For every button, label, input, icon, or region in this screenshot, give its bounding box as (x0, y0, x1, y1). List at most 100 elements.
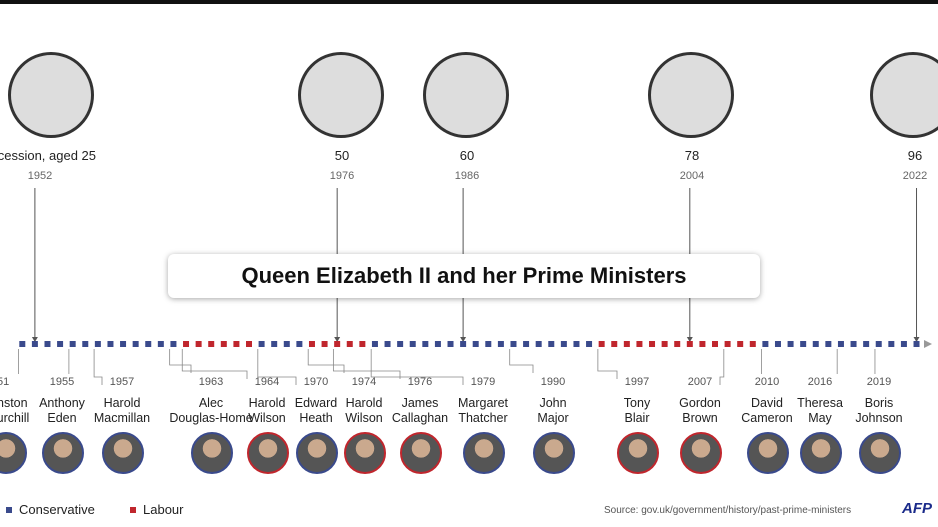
timeline-year-square (157, 341, 164, 347)
pm-name: Boris Johnson (834, 396, 924, 426)
pm-portrait (296, 432, 338, 474)
pm-start-year: 1964 (254, 376, 280, 388)
timeline-year-square (208, 341, 215, 347)
pm-portrait (247, 432, 289, 474)
timeline-year-square (19, 341, 26, 347)
queen-milestone-label: 60 (459, 148, 475, 163)
timeline-year-square (447, 341, 454, 347)
timeline-year-square (712, 341, 719, 347)
timeline-year-square (573, 341, 580, 347)
timeline-year-square (220, 341, 227, 347)
queen-milestone-year: 2004 (679, 170, 705, 182)
pm-portrait (42, 432, 84, 474)
legend-conservative: Conservative (6, 502, 95, 517)
pm-start-year: 1951 (0, 376, 10, 388)
timeline-year-square (233, 341, 240, 347)
timeline-year-square (132, 341, 139, 347)
timeline-year-square (523, 341, 530, 347)
milestone-arrow (686, 337, 693, 342)
timeline-year-square (308, 341, 315, 347)
timeline-year-square (497, 341, 504, 347)
pm-start-year: 2010 (754, 376, 780, 388)
timeline-year-square (371, 341, 378, 347)
pm-start-year: 1957 (109, 376, 135, 388)
timeline-year-square (195, 341, 202, 347)
timeline-year-square (183, 341, 190, 347)
pm-portrait (191, 432, 233, 474)
timeline-year-square (44, 341, 51, 347)
pm-portrait (463, 432, 505, 474)
pm-start-year: 1963 (198, 376, 224, 388)
timeline-year-square (31, 341, 38, 347)
pm-first-name: David (751, 396, 783, 410)
pm-last-name: Thatcher (458, 411, 508, 425)
pm-first-name: Alec (198, 396, 224, 410)
queen-milestone-label: 78 (684, 148, 700, 163)
legend-conservative-label: Conservative (19, 502, 95, 517)
pm-first-name: Anthony (39, 396, 85, 410)
timeline-year-square (724, 341, 731, 347)
pm-name: Theresa May (775, 396, 865, 426)
timeline-year-square (611, 341, 618, 347)
pm-start-year: 1955 (49, 376, 75, 388)
timeline-year-square (749, 341, 756, 347)
queen-portrait-1986 (423, 52, 509, 138)
pm-start-year: 1976 (407, 376, 433, 388)
pm-name: WinstonChurchill (0, 396, 50, 426)
timeline-year-square (686, 341, 693, 347)
timeline-year-square (510, 341, 517, 347)
queen-portrait-2022 (870, 52, 938, 138)
timeline-year-square (560, 341, 567, 347)
pm-first-name: Gordon (679, 396, 721, 410)
pm-last-name: Callaghan (391, 411, 449, 425)
pm-portrait (680, 432, 722, 474)
pm-last-name: Cameron (741, 411, 793, 425)
pm-first-name: Harold (248, 396, 286, 410)
timeline-year-square (812, 341, 819, 347)
chart-title: Queen Elizabeth II and her Prime Ministe… (241, 263, 687, 288)
pm-name: Margaret Thatcher (438, 396, 528, 426)
timeline-year-square (674, 341, 681, 347)
pm-start-year: 2019 (866, 376, 892, 388)
pm-connector (307, 349, 345, 373)
pm-start-year: 1990 (540, 376, 566, 388)
pm-first-name: Harold (345, 396, 383, 410)
timeline-arrowhead (924, 340, 932, 348)
pm-connector (719, 349, 725, 385)
pm-first-name: Harold (103, 396, 141, 410)
timeline-year-square (296, 341, 303, 347)
legend-labour: Labour (130, 502, 183, 517)
pm-start-year: 2007 (687, 376, 713, 388)
timeline-year-square (397, 341, 404, 347)
pm-first-name: John (539, 396, 567, 410)
pm-start-year: 1997 (624, 376, 650, 388)
pm-portrait (102, 432, 144, 474)
pm-start-year: 1979 (470, 376, 496, 388)
pm-last-name: Eden (47, 411, 77, 425)
timeline-year-square (409, 341, 416, 347)
pm-portrait (747, 432, 789, 474)
pm-portrait (533, 432, 575, 474)
title-box: Queen Elizabeth II and her Prime Ministe… (168, 254, 760, 298)
milestone-arrow (31, 337, 38, 342)
pm-first-name: Edward (294, 396, 338, 410)
milestone-arrow (460, 337, 467, 342)
conservative-swatch (6, 506, 12, 513)
legend-labour-label: Labour (143, 502, 184, 517)
pm-portrait (617, 432, 659, 474)
queen-milestone-year: 1986 (454, 170, 480, 182)
pm-name: Alec Douglas-Home (166, 396, 256, 426)
pm-first-name: Margaret (457, 396, 509, 410)
pm-last-name: Johnson (855, 411, 903, 425)
timeline-year-square (649, 341, 656, 347)
pm-name: Edward Heath (271, 396, 361, 426)
timeline-year-square (774, 341, 781, 347)
pm-name: Harold Macmillan (77, 396, 167, 426)
pm-name: Harold Wilson (319, 396, 409, 426)
pm-portrait (344, 432, 386, 474)
timeline-year-square (69, 341, 76, 347)
timeline-year-square (787, 341, 794, 347)
queen-milestone-label: 96 (907, 148, 923, 163)
pm-last-name: Wilson (248, 411, 286, 425)
